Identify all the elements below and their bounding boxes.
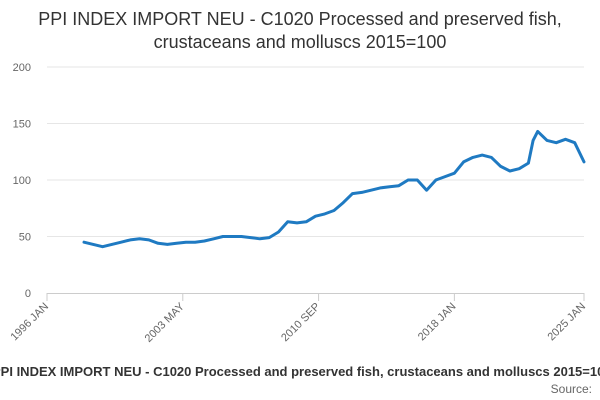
data-point: [295, 221, 299, 225]
data-point: [193, 241, 197, 244]
data-point: [369, 189, 373, 192]
data-point: [166, 243, 169, 246]
data-point: [101, 245, 104, 248]
data-point: [406, 178, 410, 182]
data-point: [323, 212, 326, 216]
data-point: [545, 139, 549, 142]
data-point: [443, 175, 447, 178]
data-point: [203, 239, 206, 243]
y-tick-label: 0: [25, 288, 31, 300]
data-point: [231, 235, 234, 238]
data-point: [277, 230, 280, 234]
series-line-0: [82, 129, 586, 249]
y-tick-label: 50: [19, 232, 31, 244]
data-point: [462, 160, 465, 164]
data-point: [490, 156, 493, 159]
data-point: [92, 243, 95, 246]
data-point: [425, 189, 428, 192]
data-point: [531, 139, 535, 142]
data-point: [518, 167, 521, 170]
data-point: [379, 186, 382, 190]
data-point: [434, 178, 438, 182]
data-point: [499, 165, 502, 168]
data-point: [453, 172, 456, 175]
grid-lines: [47, 66, 584, 237]
data-point: [184, 241, 188, 244]
data-point: [138, 237, 141, 240]
data-point: [508, 169, 512, 173]
data-point: [268, 236, 271, 239]
data-point: [305, 220, 308, 223]
data-point: [119, 241, 123, 244]
data-point: [582, 160, 586, 164]
x-tick-label: 2025 JAN: [545, 301, 588, 344]
data-point: [314, 215, 317, 218]
source-label: Source:: [550, 382, 592, 396]
data-point: [351, 192, 354, 195]
data-point: [129, 238, 132, 242]
x-tick-label: 2010 SEP: [279, 301, 323, 345]
data-point: [240, 235, 243, 238]
data-point: [564, 138, 567, 141]
x-tick-label: 2003 MAY: [143, 300, 188, 345]
data-point: [471, 156, 475, 159]
x-axis-ticks: 1996 JAN 2003 MAY 2010 SEP 2018 JAN 2025 JAN: [8, 293, 588, 345]
data-point: [360, 191, 363, 194]
data-point: [249, 236, 252, 239]
data-point: [156, 242, 160, 245]
data-point: [527, 161, 530, 165]
data-point: [147, 238, 150, 242]
data-point: [555, 141, 558, 144]
data-point: [212, 237, 215, 240]
data-point: [573, 141, 576, 144]
data-point: [388, 185, 391, 188]
y-tick-label: 150: [13, 119, 31, 131]
data-point: [536, 130, 539, 133]
data-point: [416, 178, 419, 182]
chart-title: PPI INDEX IMPORT NEU - C1020 Processed a…: [38, 9, 562, 52]
data-point: [286, 220, 289, 223]
data-point: [332, 209, 336, 212]
series-layer: [82, 129, 586, 249]
data-point: [82, 241, 86, 244]
x-tick-label: 1996 JAN: [8, 301, 51, 344]
data-point: [175, 242, 178, 245]
x-tick-label: 2018 JAN: [416, 301, 459, 344]
data-point: [342, 201, 345, 204]
data-point: [110, 243, 114, 246]
data-point: [397, 184, 400, 187]
y-tick-label: 200: [13, 62, 31, 74]
data-point: [258, 237, 262, 240]
data-point: [221, 235, 225, 238]
footer-caption: PPI INDEX IMPORT NEU - C1020 Processed a…: [0, 364, 600, 379]
y-axis-ticks: 0 50 100 150 200: [13, 62, 31, 300]
data-point: [481, 153, 484, 157]
y-tick-label: 100: [13, 175, 31, 187]
